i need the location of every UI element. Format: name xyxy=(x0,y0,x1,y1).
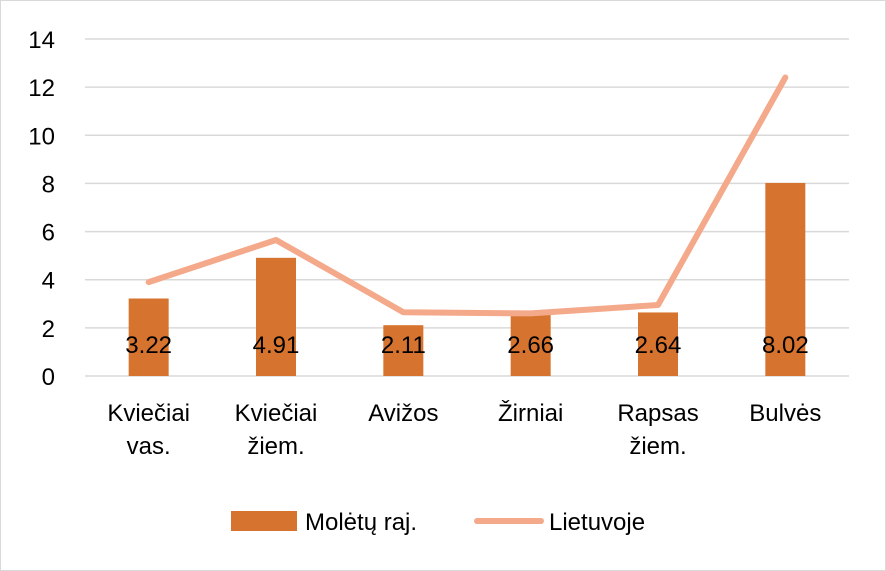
x-category-label: Kviečiai xyxy=(235,400,318,427)
data-label: 8.02 xyxy=(762,332,809,359)
x-category-label: žiem. xyxy=(629,433,686,460)
x-axis-category-labels: Kviečiai vas. Kviečiai žiem. Avižos Žirniai Ra… xyxy=(107,400,821,460)
x-category-label: Bulvės xyxy=(749,400,821,427)
data-label: 2.11 xyxy=(381,332,426,359)
y-tick-label: 14 xyxy=(28,27,55,54)
bar xyxy=(510,311,551,376)
data-label: 3.22 xyxy=(125,332,172,359)
data-labels: 3.22 4.91 2.11 2.66 2.64 8.02 xyxy=(125,332,808,359)
x-category-label: Avižos xyxy=(368,400,438,427)
data-label: 4.91 xyxy=(253,332,300,359)
legend-label-bar: Molėtų raj. xyxy=(305,509,417,536)
bar xyxy=(383,325,424,376)
y-tick-label: 0 xyxy=(42,364,55,391)
legend: Molėtų raj. Lietuvoje xyxy=(231,509,645,536)
y-tick-label: 6 xyxy=(42,220,55,247)
x-category-label: Rapsas xyxy=(617,400,698,427)
series-line-lietuvoje xyxy=(145,74,789,317)
x-category-label: Kviečiai xyxy=(107,400,190,427)
y-axis-tick-labels: 0 2 4 6 8 10 12 14 xyxy=(28,27,55,391)
y-tick-label: 8 xyxy=(42,171,55,198)
x-category-label: žiem. xyxy=(247,433,304,460)
y-tick-label: 4 xyxy=(42,268,55,295)
data-label: 2.64 xyxy=(635,332,682,359)
data-label: 2.66 xyxy=(507,332,554,359)
x-category-label: Žirniai xyxy=(498,400,563,427)
bars-series xyxy=(128,182,806,376)
bar xyxy=(765,182,806,376)
bar xyxy=(256,257,296,376)
y-tick-label: 2 xyxy=(42,316,55,343)
line-series xyxy=(145,74,789,317)
gridlines xyxy=(85,38,849,377)
legend-label-line: Lietuvoje xyxy=(549,509,645,536)
x-category-label: vas. xyxy=(127,433,171,460)
bar xyxy=(128,298,169,376)
y-tick-label: 10 xyxy=(28,123,55,150)
bar xyxy=(638,312,678,376)
y-tick-label: 12 xyxy=(28,75,55,102)
legend-swatch-bar xyxy=(231,511,297,531)
